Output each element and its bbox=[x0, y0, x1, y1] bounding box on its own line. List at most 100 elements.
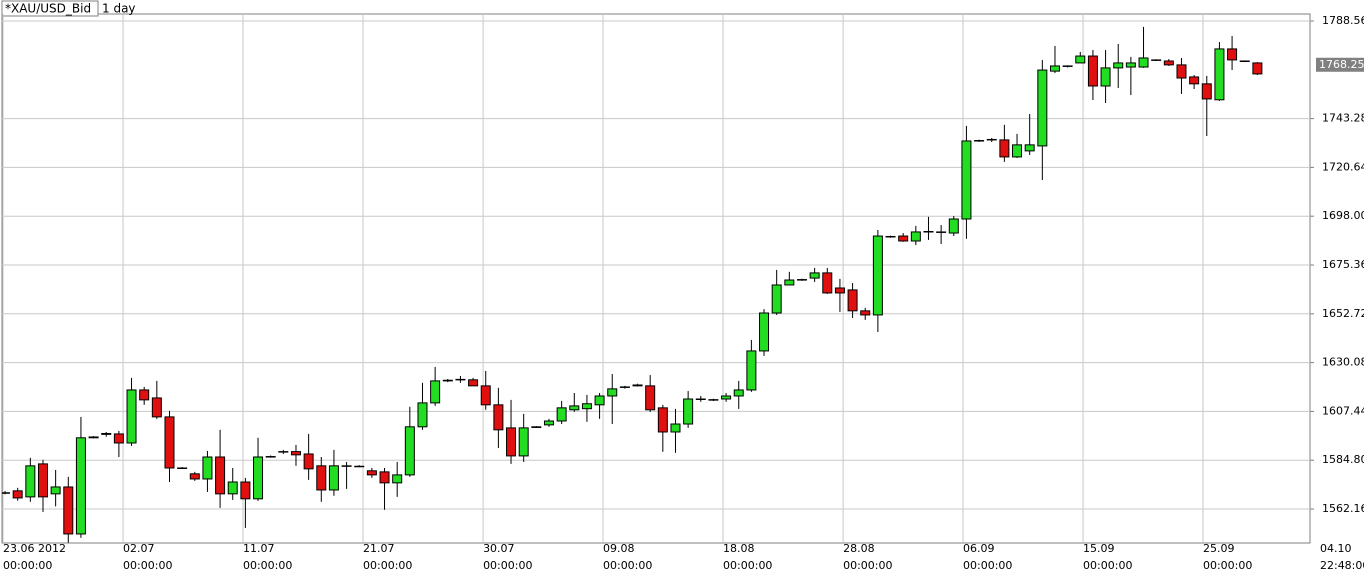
candle-body bbox=[215, 456, 226, 495]
candle-body bbox=[253, 456, 264, 500]
candle-body bbox=[683, 398, 694, 425]
candle-body bbox=[1062, 65, 1073, 67]
candle-body bbox=[101, 432, 112, 435]
candle-body bbox=[733, 389, 744, 397]
candle-body bbox=[1214, 48, 1225, 101]
x-tick-label: 30.07 bbox=[483, 542, 514, 555]
candle-body bbox=[1100, 67, 1111, 87]
x-tick-time: 00:00:00 bbox=[1083, 559, 1132, 572]
candle-body bbox=[1239, 60, 1250, 62]
candle-body bbox=[1138, 57, 1149, 68]
x-tick-time: 00:00:00 bbox=[723, 559, 772, 572]
candle-body bbox=[493, 404, 504, 431]
candle-body bbox=[759, 312, 770, 352]
candle-body bbox=[645, 385, 656, 411]
candle-body bbox=[25, 465, 36, 498]
x-tick-time: 22:48:00 bbox=[1320, 559, 1364, 572]
y-tick-label: 1720.64 bbox=[1322, 160, 1364, 173]
x-tick-time: 00:00:00 bbox=[3, 559, 52, 572]
candle-body bbox=[531, 426, 542, 428]
candle-body bbox=[999, 139, 1010, 158]
candle-body bbox=[366, 470, 377, 476]
candle-body bbox=[923, 231, 934, 233]
candle-body bbox=[240, 481, 251, 500]
candle-body bbox=[543, 420, 554, 426]
candle-body bbox=[1227, 48, 1238, 61]
candle-body bbox=[75, 437, 86, 535]
candle-body bbox=[290, 451, 301, 456]
candle-body bbox=[936, 231, 947, 233]
x-tick-time: 00:00:00 bbox=[483, 559, 532, 572]
x-tick-label: 11.07 bbox=[243, 542, 275, 555]
candle-body bbox=[1125, 62, 1136, 68]
candle-body bbox=[63, 486, 74, 535]
candles bbox=[2, 26, 1263, 543]
candle-body bbox=[430, 380, 441, 404]
grid bbox=[2, 14, 1310, 543]
candle-body bbox=[303, 453, 314, 470]
chart-title: *XAU/USD_Bid bbox=[5, 2, 91, 16]
candle-body bbox=[948, 218, 959, 234]
candle-body bbox=[1189, 76, 1200, 85]
x-tick-label: 04.10 bbox=[1320, 542, 1352, 555]
x-tick-label: 06.09 bbox=[963, 542, 995, 555]
candle-body bbox=[177, 467, 188, 469]
candle-body bbox=[392, 474, 403, 484]
candle-body bbox=[1037, 69, 1048, 147]
candle-body bbox=[746, 350, 757, 391]
y-tick-label: 1675.36 bbox=[1322, 258, 1364, 271]
candle-body bbox=[898, 235, 909, 242]
candle-body bbox=[872, 235, 883, 316]
title-box bbox=[1, 0, 99, 17]
candle-body bbox=[822, 272, 833, 294]
candle-body bbox=[88, 436, 99, 439]
y-tick-label: 1743.28 bbox=[1322, 112, 1364, 125]
candle-body bbox=[404, 426, 415, 476]
candle-body bbox=[164, 416, 175, 469]
candle-body bbox=[518, 427, 529, 457]
candle-body bbox=[328, 465, 339, 491]
x-tick-label: 23.06 2012 bbox=[3, 542, 66, 555]
candle-body bbox=[1075, 55, 1086, 64]
candle-body bbox=[189, 473, 200, 480]
candle-body bbox=[1012, 144, 1023, 158]
y-tick-label: 1698.00 bbox=[1322, 209, 1364, 222]
x-tick-label: 02.07 bbox=[123, 542, 154, 555]
candle-body bbox=[341, 465, 352, 467]
candle-body bbox=[227, 481, 238, 495]
candle-body bbox=[974, 140, 985, 142]
candle-body bbox=[265, 456, 276, 458]
candle-body bbox=[1176, 64, 1187, 79]
candle-body bbox=[1087, 55, 1098, 87]
x-tick-label: 18.08 bbox=[723, 542, 755, 555]
y-tick-label: 1652.72 bbox=[1322, 307, 1364, 320]
candle-body bbox=[961, 140, 972, 220]
candle-body bbox=[202, 456, 213, 480]
plot-frame bbox=[1, 13, 1311, 544]
axes: 1788.56 1743.28 1720.64 1698.00 1675.36 1652.… bbox=[3, 14, 1364, 572]
x-tick-label: 25.09 bbox=[1203, 542, 1235, 555]
candle-body bbox=[632, 384, 643, 387]
candle-body bbox=[619, 386, 630, 388]
x-tick-label: 15.09 bbox=[1083, 542, 1115, 555]
candle-body bbox=[12, 490, 23, 499]
candle-body bbox=[986, 138, 997, 141]
candle-body bbox=[1163, 60, 1174, 66]
candle-body bbox=[126, 389, 137, 444]
x-tick-time: 00:00:00 bbox=[963, 559, 1012, 572]
candle-body bbox=[151, 397, 162, 418]
candle-body bbox=[316, 465, 327, 491]
candle-body bbox=[885, 235, 896, 238]
candle-body bbox=[480, 385, 491, 406]
candle-body bbox=[721, 395, 732, 400]
candle-body bbox=[594, 395, 605, 406]
candle-body bbox=[569, 405, 580, 411]
y-tick-label: 1584.80 bbox=[1322, 453, 1364, 466]
candle-body bbox=[860, 310, 871, 316]
candle-body bbox=[1024, 144, 1035, 152]
chart-subtitle: 1 day bbox=[102, 2, 136, 16]
candle-body bbox=[1252, 62, 1263, 75]
candle-body bbox=[1113, 62, 1124, 69]
candle-body bbox=[1151, 59, 1162, 61]
